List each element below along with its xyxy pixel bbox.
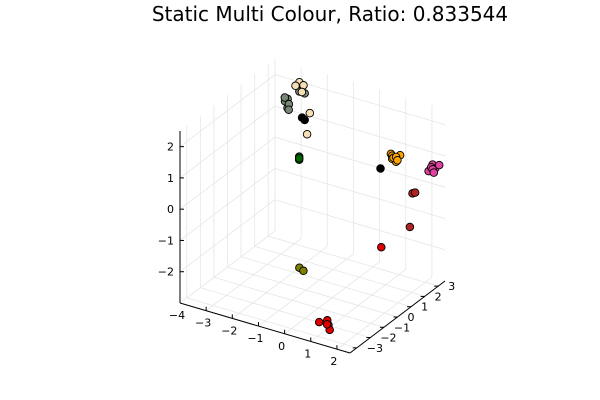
z-tick-label: 1 — [167, 172, 174, 185]
x-tick-label: −3 — [195, 317, 211, 330]
grid-line-y-floor — [200, 287, 371, 338]
x-axis-line — [179, 302, 351, 354]
grid-line-y-floor — [268, 235, 439, 287]
z-tick-label: −1 — [158, 234, 174, 247]
y-tick-label: 3 — [448, 280, 455, 293]
grid-line-z-back — [274, 168, 446, 219]
data-point-cluster-orange — [393, 156, 402, 165]
z-tick-label: 0 — [167, 203, 174, 216]
data-point-cluster-darkgreen — [294, 153, 304, 163]
data-point-cluster-wheat — [297, 87, 307, 97]
data-point-cluster-brown — [405, 222, 415, 232]
grid-layer — [179, 59, 446, 350]
grid-line-y-floor — [186, 297, 357, 349]
grid-line-z-back — [274, 105, 446, 157]
y-tick-label: 2 — [435, 290, 442, 303]
data-point-cluster-red — [377, 243, 386, 252]
data-point-cluster-red — [322, 320, 332, 329]
z-tick-label: −2 — [158, 266, 174, 279]
data-point-cluster-gray — [284, 105, 293, 114]
grid-line-z-side — [179, 105, 276, 179]
y-tick-label: −2 — [380, 332, 396, 345]
data-point-cluster-black — [300, 115, 309, 125]
data-point-cluster-wheat — [302, 129, 312, 139]
y-tick-label: 0 — [408, 311, 415, 324]
data-point-cluster-gray — [280, 93, 290, 102]
data-point-cluster-red — [314, 317, 324, 327]
y-tick-label: −3 — [367, 342, 383, 355]
z-tick-label: 2 — [167, 141, 174, 154]
grid-line-z-side — [179, 74, 276, 147]
chart-title: Static Multi Colour, Ratio: 0.833544 — [152, 2, 508, 26]
grid-line-y-floor — [254, 246, 425, 297]
x-tick-label: 1 — [304, 347, 311, 360]
data-point-cluster-wheat — [291, 81, 300, 91]
grid-line-z-back — [274, 199, 446, 251]
grid-line-z-side — [179, 168, 276, 241]
x-tick-label: −4 — [169, 309, 185, 322]
grid-line-z-side — [179, 199, 276, 273]
grid-line-z-side — [179, 136, 276, 210]
x-tick-label: 0 — [278, 340, 285, 353]
grid-line-z-back — [274, 136, 446, 188]
axis-layer — [179, 131, 446, 354]
y-tick-label: 1 — [421, 301, 428, 314]
data-point-cluster-olive — [299, 266, 308, 276]
data-point-layer — [280, 77, 444, 335]
x-tick-label: −1 — [247, 332, 263, 345]
grid-line-y-floor — [240, 256, 412, 308]
x-tick-label: 2 — [330, 355, 337, 368]
y-tick-label: −1 — [394, 321, 410, 334]
x-tick-label: −2 — [221, 324, 237, 337]
data-point-cluster-black — [376, 164, 385, 173]
data-point-cluster-magenta — [434, 160, 444, 170]
data-point-cluster-wheat — [305, 108, 315, 118]
data-point-cluster-magenta — [429, 168, 439, 177]
data-point-cluster-brown — [410, 188, 420, 197]
grid-line-y-floor — [213, 276, 385, 328]
grid-line-y-floor — [227, 266, 398, 318]
